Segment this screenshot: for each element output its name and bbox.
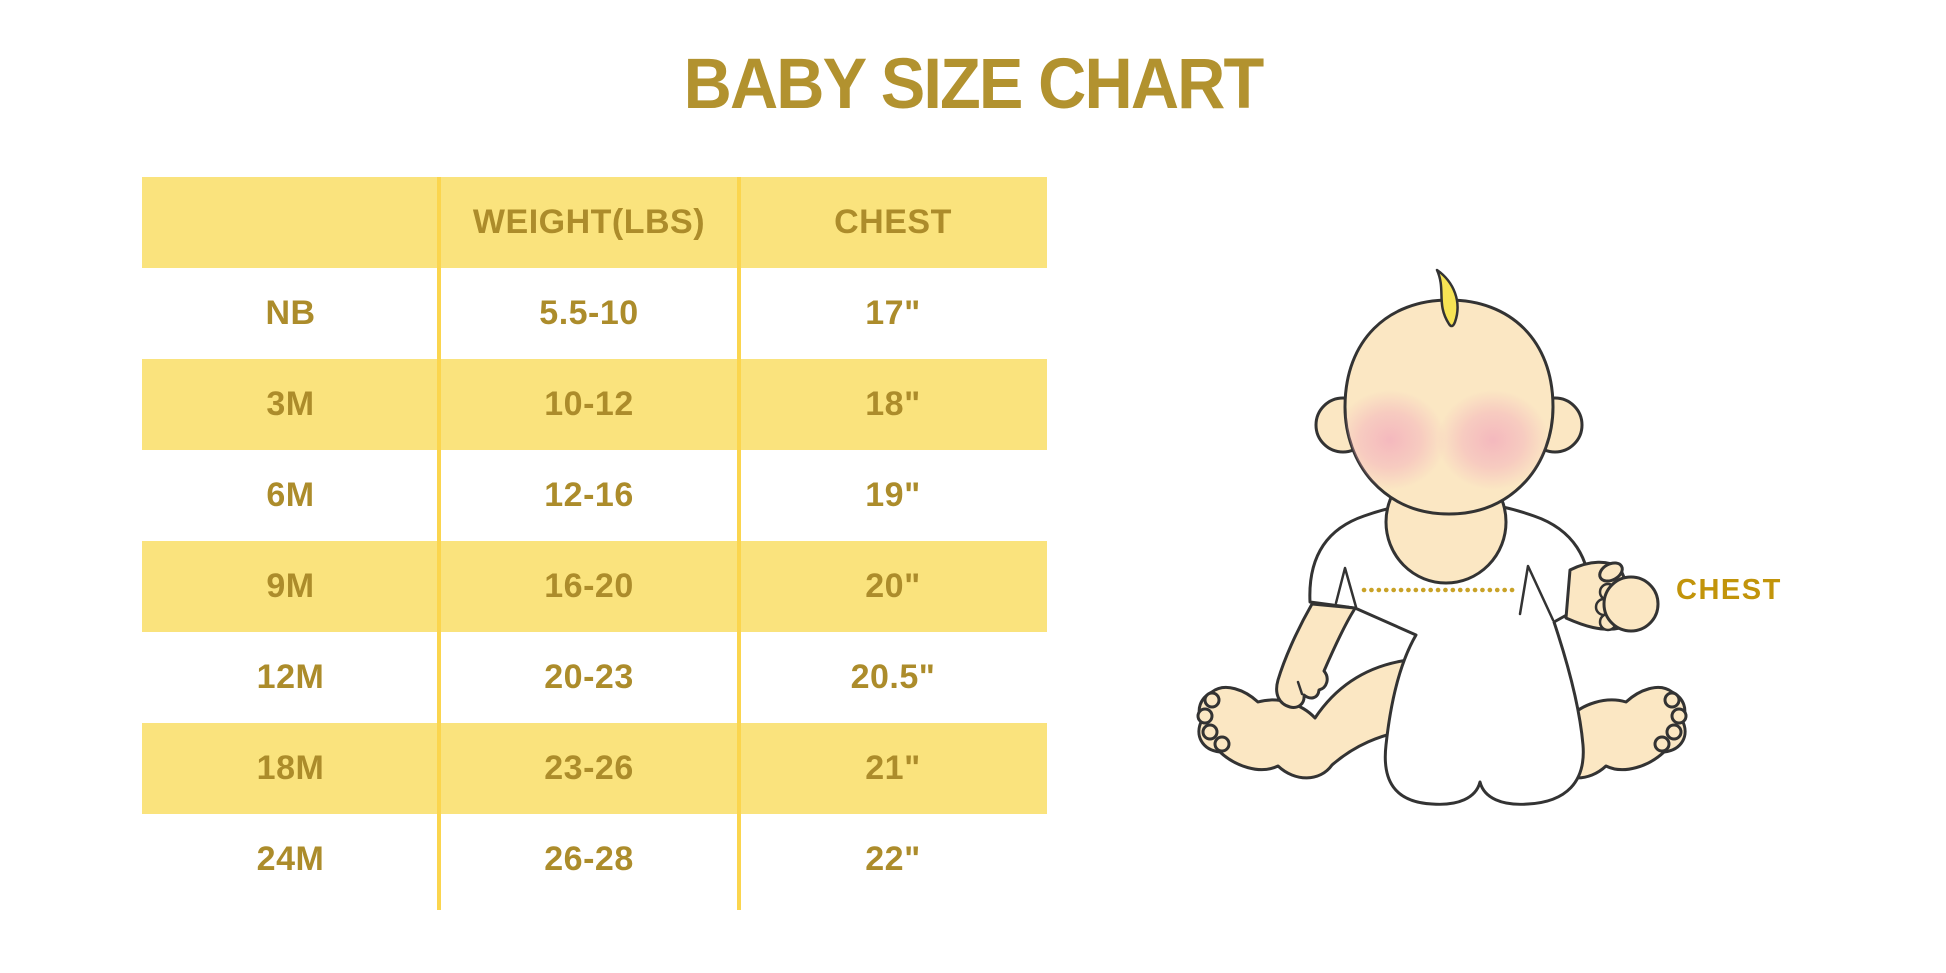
header-weight: WEIGHT(LBS) xyxy=(472,203,706,241)
size-value: 12M xyxy=(256,658,325,696)
table-row: 24M 26-28 22" xyxy=(142,814,1047,905)
baby-arm-left xyxy=(1275,602,1357,709)
chest-value: 22" xyxy=(865,840,921,878)
weight-value: 12-16 xyxy=(544,476,634,514)
chest-value: 17" xyxy=(865,294,921,332)
size-value: NB xyxy=(265,294,316,332)
table-row: 6M 12-16 19" xyxy=(142,450,1047,541)
sleeve-slit-right xyxy=(1518,564,1555,622)
table-row: 9M 16-20 20" xyxy=(142,541,1047,632)
baby-illustration-icon xyxy=(1196,268,1688,806)
table-row: 12M 20-23 20.5" xyxy=(142,632,1047,723)
chest-annotation-label: CHEST xyxy=(1676,574,1782,606)
baby-illustration xyxy=(1150,230,1900,850)
baby-leg-left xyxy=(1196,658,1410,780)
size-value: 18M xyxy=(256,749,325,787)
baby-thumb xyxy=(1598,561,1624,583)
chest-value: 20.5" xyxy=(850,658,936,696)
size-value: 3M xyxy=(266,385,315,423)
weight-value: 26-28 xyxy=(544,840,634,878)
size-value: 6M xyxy=(266,476,315,514)
baby-fist xyxy=(1602,575,1660,633)
chest-value: 19" xyxy=(865,476,921,514)
chest-value: 21" xyxy=(865,749,921,787)
baby-cheek-left xyxy=(1345,390,1446,490)
table-row: 18M 23-26 21" xyxy=(142,723,1047,814)
sleeve-slit-left xyxy=(1334,566,1358,609)
baby-hair-curl xyxy=(1435,268,1459,328)
size-value: 9M xyxy=(266,567,315,605)
table-row: 3M 10-12 18" xyxy=(142,359,1047,450)
weight-value: 5.5-10 xyxy=(539,294,639,332)
chest-value: 20" xyxy=(865,567,921,605)
weight-value: 16-20 xyxy=(544,567,634,605)
page-title: BABY SIZE CHART xyxy=(683,45,1265,124)
header-chest: CHEST xyxy=(834,203,952,241)
size-value: 24M xyxy=(256,840,325,878)
weight-value: 20-23 xyxy=(544,658,634,696)
table-header-row: WEIGHT(LBS) CHEST xyxy=(142,177,1047,268)
weight-value: 23-26 xyxy=(544,749,634,787)
table-row: NB 5.5-10 17" xyxy=(142,268,1047,359)
chest-value: 18" xyxy=(865,385,921,423)
column-separator xyxy=(437,177,441,910)
column-separator xyxy=(737,177,741,910)
weight-value: 10-12 xyxy=(544,385,634,423)
size-chart-table: WEIGHT(LBS) CHEST NB 5.5-10 17" 3M 10-12… xyxy=(142,177,1047,910)
baby-cheek-right xyxy=(1437,390,1549,490)
